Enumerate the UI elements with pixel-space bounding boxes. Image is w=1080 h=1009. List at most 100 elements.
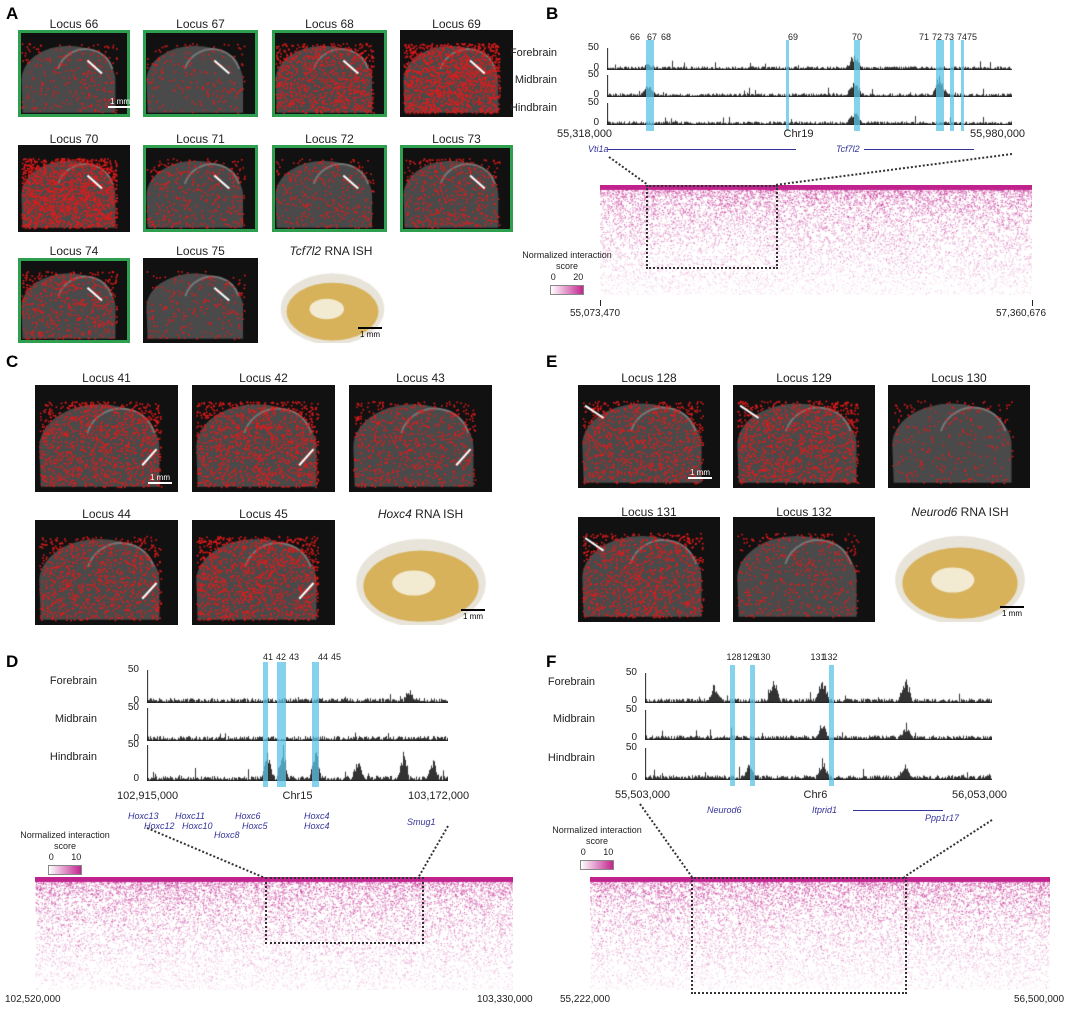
scale-bar: 1 mm	[688, 468, 712, 480]
track-label: Midbrain	[514, 74, 557, 86]
y-max-label: 50	[625, 704, 637, 715]
brain-section-locus-132	[733, 517, 875, 622]
brain-section-image	[18, 145, 130, 232]
y-min-label: 0	[593, 89, 599, 100]
y-max-label: 50	[625, 742, 637, 753]
locus-title: Locus 70	[49, 132, 99, 146]
locus-number: 41	[262, 652, 273, 662]
legend-max: 10	[71, 852, 82, 862]
locus-title: Locus 75	[176, 244, 225, 258]
locus-number: 131	[810, 652, 826, 662]
axis-tick	[600, 300, 601, 306]
scale-bar-label: 1 mm	[690, 468, 710, 477]
brain-section-locus-75	[143, 258, 258, 343]
locus-title: Locus 130	[931, 371, 987, 385]
panel-label-d: D	[6, 652, 19, 671]
gene-model-vti1a	[608, 149, 796, 150]
ish-suffix: RNA ISH	[960, 505, 1009, 519]
locus-title: Locus 73	[432, 132, 481, 146]
hic-heatmap	[35, 877, 513, 990]
y-max-label: 50	[625, 667, 637, 678]
highlight-region	[646, 40, 655, 131]
signal-track-canvas	[147, 745, 448, 781]
hic-axis-end: 103,330,000	[477, 994, 533, 1005]
brain-section-image	[143, 258, 258, 343]
hic-heatmap	[590, 877, 1050, 990]
brain-section-image	[192, 385, 335, 492]
y-min-label: 0	[133, 773, 139, 784]
connector-line	[774, 153, 1013, 186]
locus-title: Locus 42	[239, 371, 288, 385]
gene-label: Hoxc6	[235, 811, 261, 821]
brain-section-locus-66	[18, 30, 130, 117]
brain-section-locus-45	[192, 520, 335, 625]
axis-start: 102,915,000	[117, 790, 179, 802]
locus-number: 130	[755, 652, 771, 662]
signal-track	[607, 75, 1012, 97]
brain-section-locus-71	[143, 145, 258, 232]
brain-section-locus-43	[349, 385, 492, 492]
legend-max: 20	[573, 272, 584, 282]
locus-number: 66	[629, 32, 640, 42]
highlight-region	[936, 40, 945, 131]
hic-map-canvas	[590, 877, 1050, 990]
signal-track	[645, 710, 992, 740]
brain-section-locus-67	[143, 30, 258, 117]
panel-label-c: C	[6, 352, 19, 371]
y-max-label: 50	[127, 702, 139, 713]
ish-title: Neurod6 RNA ISH	[888, 505, 1032, 519]
locus-title: Locus 45	[239, 507, 288, 521]
gene-label: Neurod6	[707, 805, 742, 815]
zoom-region-box	[646, 185, 778, 269]
signal-track	[147, 708, 448, 741]
axis-end: 56,053,000	[952, 789, 1008, 801]
brain-section-image	[18, 258, 130, 343]
track-label: Midbrain	[54, 712, 97, 725]
gene-label: Hoxc12	[144, 821, 175, 831]
locus-title: Locus 128	[621, 371, 677, 385]
highlight-region	[311, 662, 319, 787]
locus-title: Locus 67	[176, 17, 225, 31]
y-max-label: 50	[587, 42, 599, 53]
axis-end: 103,172,000	[408, 790, 470, 802]
y-min-label: 0	[593, 62, 599, 73]
brain-section-image	[400, 145, 513, 232]
locus-number: 44	[317, 652, 328, 662]
brain-section-image	[35, 520, 178, 625]
highlight-region	[729, 665, 735, 786]
locus-number: 43	[288, 652, 299, 662]
scale-bar-label: 1 mm	[150, 473, 170, 482]
connector-line	[639, 803, 693, 878]
gene-label: Smug1	[407, 817, 436, 827]
brain-section-locus-130	[888, 385, 1030, 488]
gene-label: Hoxc11	[175, 811, 205, 821]
brain-section-image	[733, 517, 875, 622]
gene-label: Hoxc13	[128, 811, 159, 821]
locus-title: Locus 74	[49, 244, 99, 258]
locus-number: 72	[931, 32, 942, 42]
connector-line	[608, 156, 649, 186]
locus-title: Locus 131	[621, 505, 677, 519]
scale-bar: 1 mm	[1000, 606, 1024, 618]
legend-min: 0	[48, 852, 54, 862]
chromosome-label: Chr15	[282, 790, 313, 802]
locus-number: 128	[726, 652, 742, 662]
brain-section-locus-44	[35, 520, 178, 625]
legend-gradient	[550, 285, 584, 295]
brain-section-image	[143, 145, 258, 232]
signal-track-canvas	[645, 748, 992, 780]
locus-title: Locus 44	[82, 507, 131, 521]
y-min-label: 0	[631, 732, 637, 743]
brain-section-locus-68	[272, 30, 387, 117]
brain-section-locus-72	[272, 145, 387, 232]
y-min-label: 0	[631, 772, 637, 783]
hic-axis-start: 55,222,000	[560, 994, 611, 1005]
locus-number: 129	[742, 652, 758, 662]
locus-number: 68	[660, 32, 671, 42]
locus-number: 132	[822, 652, 838, 662]
hic-map-canvas	[600, 185, 1032, 295]
panel-label-a: A	[6, 4, 19, 23]
axis-start: 55,503,000	[615, 789, 671, 801]
legend-gradient	[580, 860, 614, 870]
zoom-region-box	[691, 877, 907, 994]
